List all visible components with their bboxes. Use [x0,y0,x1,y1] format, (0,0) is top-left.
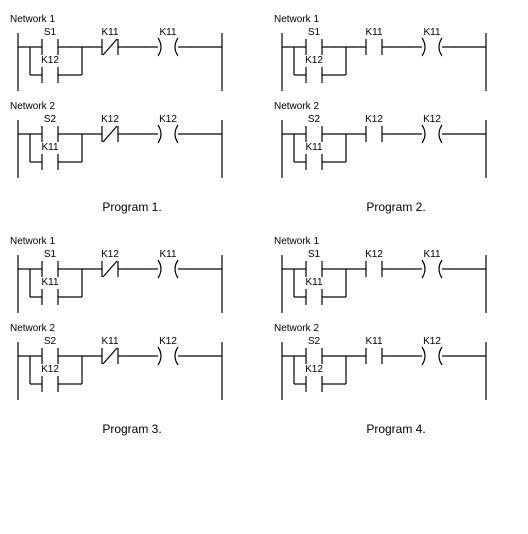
ladder-diagram-grid: Network 1 S1 K11 K11 K12 Network 2 S2 K12 K12 K11… [10,10,518,444]
program-caption: Program 4. [274,422,518,436]
svg-text:K12: K12 [305,364,323,375]
network-title: Network 1 [274,14,518,25]
network-title: Network 2 [274,323,518,334]
program-caption: Program 3. [10,422,254,436]
ladder-rung: S2 K11 K12 K12 [10,336,230,406]
svg-text:K12: K12 [423,114,441,125]
network-title: Network 2 [274,101,518,112]
network-title: Network 1 [10,236,254,247]
svg-text:K11: K11 [159,27,176,38]
svg-text:S2: S2 [308,114,321,125]
svg-text:S1: S1 [44,249,57,260]
svg-text:K11: K11 [101,336,118,347]
svg-text:K12: K12 [365,114,383,125]
ladder-rung: S1 K12 K11 K11 [10,249,230,319]
network-title: Network 1 [10,14,254,25]
svg-text:K11: K11 [305,277,322,288]
svg-text:K12: K12 [423,336,441,347]
svg-text:K11: K11 [423,249,440,260]
program-2: Network 1 S1 K11 K11 K12 Network 2 S2 K12 K12 K11… [274,10,518,222]
ladder-rung: S2 K12 K12 K11 [10,114,230,184]
svg-text:K11: K11 [41,277,58,288]
svg-text:K11: K11 [365,336,382,347]
ladder-rung: S1 K11 K11 K12 [274,27,494,97]
program-caption: Program 1. [10,200,254,214]
ladder-rung: S1 K11 K11 K12 [10,27,230,97]
ladder-rung: S2 K11 K12 K12 [274,336,494,406]
svg-text:K11: K11 [41,142,58,153]
svg-text:K12: K12 [365,249,383,260]
program-3: Network 1 S1 K12 K11 K11 Network 2 S2 K11 K12 K12… [10,232,254,444]
svg-text:K12: K12 [101,249,119,260]
svg-text:S1: S1 [308,249,321,260]
network-title: Network 2 [10,323,254,334]
network-title: Network 2 [10,101,254,112]
program-caption: Program 2. [274,200,518,214]
svg-text:K12: K12 [41,55,59,66]
svg-text:S2: S2 [44,114,57,125]
svg-text:K12: K12 [305,55,323,66]
svg-text:K12: K12 [159,336,177,347]
svg-text:S2: S2 [44,336,57,347]
ladder-rung: S1 K12 K11 K11 [274,249,494,319]
ladder-rung: S2 K12 K12 K11 [274,114,494,184]
svg-text:S2: S2 [308,336,321,347]
svg-text:S1: S1 [308,27,321,38]
network-title: Network 1 [274,236,518,247]
svg-text:K11: K11 [101,27,118,38]
svg-text:K11: K11 [365,27,382,38]
svg-text:K12: K12 [41,364,59,375]
svg-text:S1: S1 [44,27,57,38]
svg-text:K11: K11 [159,249,176,260]
svg-text:K11: K11 [305,142,322,153]
program-1: Network 1 S1 K11 K11 K12 Network 2 S2 K12 K12 K11… [10,10,254,222]
program-4: Network 1 S1 K12 K11 K11 Network 2 S2 K11 K12 K12… [274,232,518,444]
svg-text:K12: K12 [101,114,119,125]
svg-text:K11: K11 [423,27,440,38]
svg-text:K12: K12 [159,114,177,125]
